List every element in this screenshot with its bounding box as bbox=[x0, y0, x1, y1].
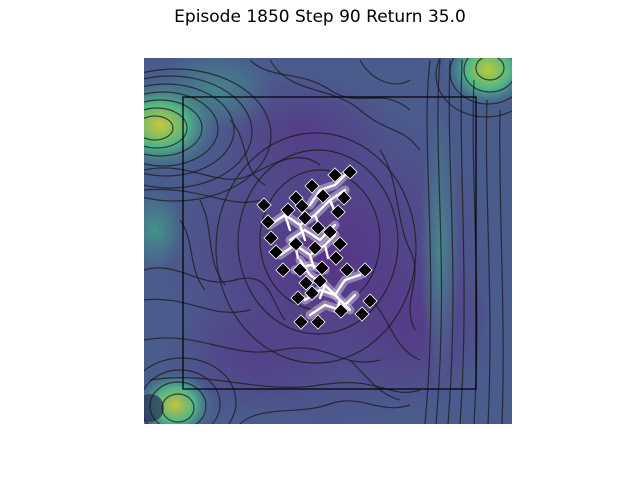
agent-marker bbox=[310, 314, 326, 330]
agent-marker bbox=[288, 236, 304, 252]
agent-marker bbox=[268, 244, 284, 260]
agent-marker bbox=[310, 220, 326, 236]
agent-marker bbox=[333, 303, 349, 319]
agent-marker bbox=[260, 214, 276, 230]
contour-lines bbox=[144, 58, 512, 424]
agent-marker bbox=[280, 202, 296, 218]
agent-marker bbox=[330, 204, 346, 220]
agent-marker bbox=[312, 273, 328, 289]
agent-marker bbox=[339, 262, 355, 278]
agent-marker bbox=[304, 178, 320, 194]
agent-marker bbox=[327, 167, 343, 183]
agent-marker bbox=[298, 275, 314, 291]
agent-swarm bbox=[256, 164, 378, 330]
agent-marker bbox=[294, 198, 310, 214]
plot-title: Episode 1850 Step 90 Return 35.0 bbox=[174, 7, 466, 27]
agent-marker bbox=[354, 306, 370, 322]
agent-marker bbox=[292, 262, 308, 278]
agent-marker bbox=[332, 236, 348, 252]
arena-boundary bbox=[182, 96, 477, 390]
agent-marker bbox=[293, 314, 309, 330]
agent-marker bbox=[256, 197, 272, 213]
agent-marker bbox=[307, 240, 323, 256]
agent-marker bbox=[336, 190, 352, 206]
agent-marker bbox=[304, 285, 320, 301]
agent-marker bbox=[357, 262, 373, 278]
agent-marker bbox=[275, 262, 291, 278]
agent-marker bbox=[290, 290, 306, 306]
agent-marker bbox=[362, 293, 378, 309]
agent-marker bbox=[322, 224, 338, 240]
agent-marker bbox=[328, 250, 344, 266]
agent-marker bbox=[314, 260, 330, 276]
agent-marker bbox=[342, 164, 358, 180]
agent-marker bbox=[315, 188, 331, 204]
agent-marker bbox=[297, 210, 313, 226]
agent-marker bbox=[263, 230, 279, 246]
